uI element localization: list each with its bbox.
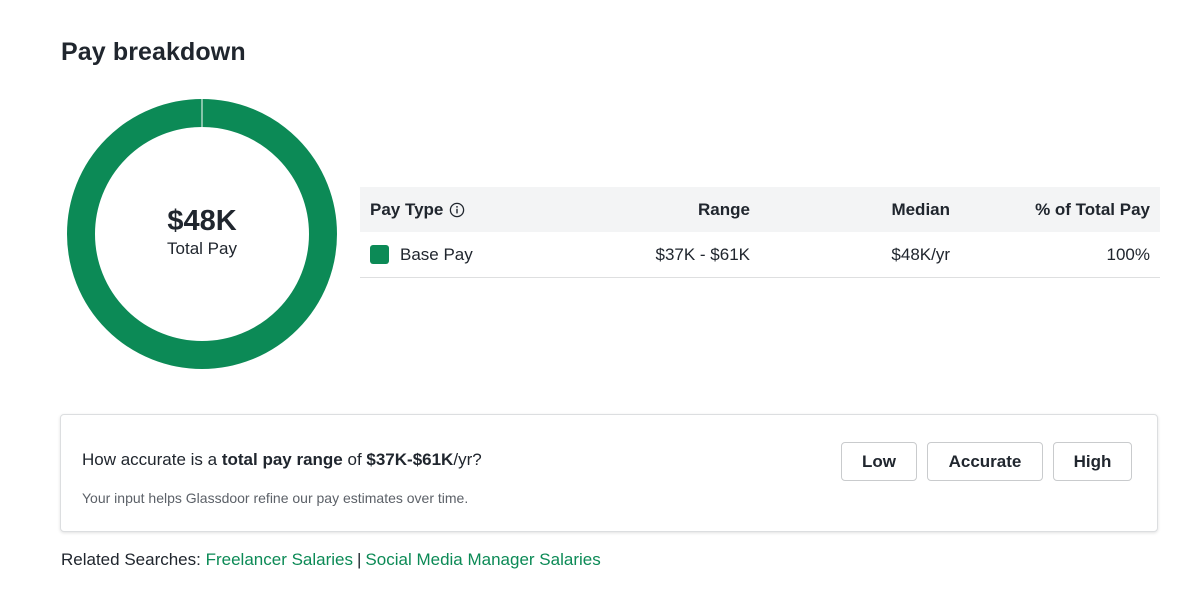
related-searches-label: Related Searches: [61,550,206,569]
base-pay-color-swatch [370,245,389,264]
related-separator: | [357,550,362,569]
total-pay-value: $48K [167,205,237,237]
total-pay-label: Total Pay [167,239,237,258]
info-circle-icon[interactable] [449,202,465,218]
cell-pay-type-label: Base Pay [400,244,473,264]
question-bold-term: total pay range [221,450,343,469]
related-link-social-media-manager-salaries[interactable]: Social Media Manager Salaries [365,550,601,569]
accurate-button[interactable]: Accurate [927,442,1043,481]
question-prefix: How accurate is a [82,450,222,469]
header-range: Range [698,199,750,219]
cell-pay-type: Base Pay [360,245,610,265]
section-title: Pay breakdown [61,38,246,66]
high-button[interactable]: High [1053,442,1132,481]
header-percent-of-total: % of Total Pay [1035,199,1150,219]
table-row: Base Pay $37K - $61K $48K/yr 100% [360,232,1160,278]
feedback-hint: Your input helps Glassdoor refine our pa… [82,490,469,506]
feedback-question: How accurate is a total pay range of $37… [82,450,482,470]
pay-type-table: Pay Type Range Median % of Total Pay Bas… [360,187,1160,278]
total-pay-donut-chart: $48K Total Pay [66,98,338,370]
table-header-row: Pay Type Range Median % of Total Pay [360,187,1160,232]
header-pay-type: Pay Type [360,200,610,220]
donut-center: $48K Total Pay [66,98,338,370]
header-median: Median [891,199,950,219]
donut-svg [67,98,337,369]
feedback-buttons: Low Accurate High [841,442,1132,481]
question-mid: of [342,450,367,469]
question-suffix: /yr? [453,450,482,469]
question-range: $37K-$61K [366,450,454,469]
cell-percent: 100% [1106,244,1150,264]
header-pay-type-label: Pay Type [370,199,444,219]
pay-accuracy-feedback-card: How accurate is a total pay range of $37… [60,414,1158,532]
related-searches: Related Searches: Freelancer Salaries | So… [61,550,601,570]
related-link-freelancer-salaries[interactable]: Freelancer Salaries [205,550,353,569]
low-button[interactable]: Low [841,442,917,481]
cell-median: $48K/yr [891,244,950,264]
cell-range: $37K - $61K [655,244,750,264]
